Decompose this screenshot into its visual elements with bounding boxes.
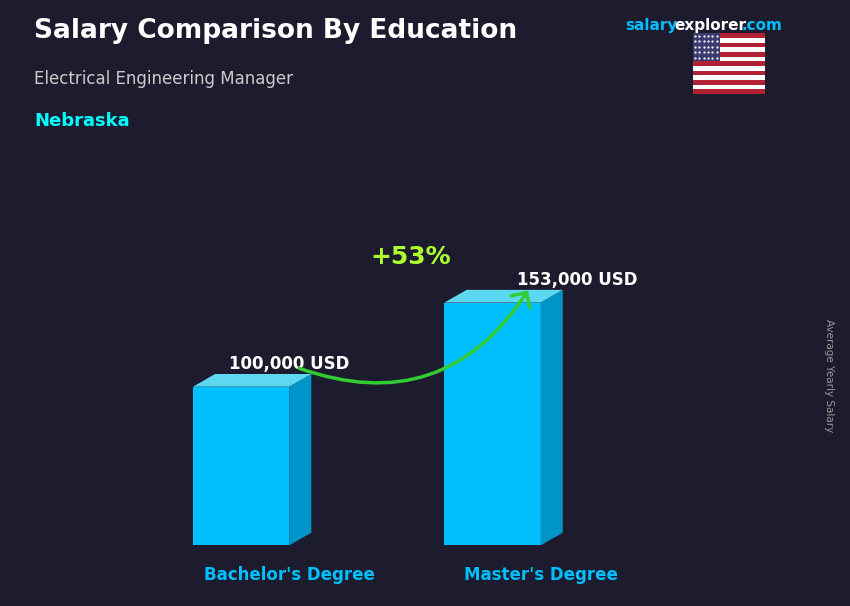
Bar <box>693 38 765 42</box>
Text: salary: salary <box>625 18 677 33</box>
Bar <box>693 52 765 56</box>
Bar <box>693 33 720 61</box>
Bar <box>693 89 765 94</box>
Text: +53%: +53% <box>371 245 451 268</box>
Bar <box>693 56 765 61</box>
Bar <box>693 75 765 80</box>
Polygon shape <box>445 302 541 545</box>
Bar <box>693 85 765 89</box>
Text: Nebraska: Nebraska <box>34 112 129 130</box>
Text: 153,000 USD: 153,000 USD <box>518 271 638 289</box>
Polygon shape <box>541 290 563 545</box>
Text: Electrical Engineering Manager: Electrical Engineering Manager <box>34 70 293 88</box>
Text: Salary Comparison By Education: Salary Comparison By Education <box>34 18 517 44</box>
Text: explorer: explorer <box>674 18 746 33</box>
Text: Average Yearly Salary: Average Yearly Salary <box>824 319 834 432</box>
Bar <box>693 33 765 38</box>
Polygon shape <box>193 387 289 545</box>
FancyArrowPatch shape <box>299 293 530 383</box>
Polygon shape <box>289 374 311 545</box>
Text: .com: .com <box>741 18 782 33</box>
Bar <box>693 80 765 85</box>
Polygon shape <box>193 374 311 387</box>
Bar <box>693 71 765 75</box>
Bar <box>693 42 765 47</box>
Text: 100,000 USD: 100,000 USD <box>229 355 349 373</box>
Bar <box>693 66 765 71</box>
Bar <box>693 47 765 52</box>
Polygon shape <box>445 290 563 302</box>
Bar <box>693 61 765 66</box>
